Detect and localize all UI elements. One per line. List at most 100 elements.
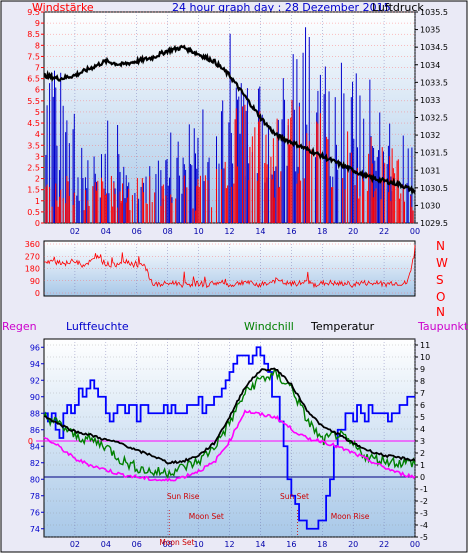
humidity-y-tick-label: 96: [30, 343, 40, 352]
direction-y-tick-label: 360: [25, 240, 40, 249]
temp-x-tick-label: 18: [317, 540, 327, 549]
humidity-y-tick-label: 88: [30, 409, 40, 418]
direction-y-tick-label: 270: [25, 252, 40, 261]
pressure-y-tick-label: 1032.5: [420, 114, 448, 123]
wind-y-tick-label: 0: [35, 219, 40, 228]
temp-y-tick-label: -1: [420, 485, 428, 494]
temp-y-tick-label: -5: [420, 533, 428, 542]
temp-y-tick-label: 0: [420, 473, 425, 482]
wind-x-tick-label: 20: [348, 227, 358, 236]
humidity-y-tick-label: 84: [30, 442, 40, 451]
compass-letter-s: S: [436, 273, 444, 287]
humidity-y-tick-label: 94: [30, 360, 40, 369]
humidity-y-tick-label: 80: [30, 475, 40, 484]
legend-temperature: Temperatur: [310, 320, 375, 333]
temp-y-tick-label: 2: [420, 449, 425, 458]
wind-y-tick-label: 7.5: [27, 52, 40, 61]
compass-letter-o: O: [436, 290, 445, 304]
pressure-y-tick-label: 1029.5: [420, 219, 448, 228]
wind-x-tick-label: 04: [101, 227, 111, 236]
wind-y-tick-label: 5.5: [27, 97, 40, 106]
temp-y-tick-label: 7: [420, 389, 425, 398]
temp-y-tick-label: -3: [420, 509, 428, 518]
humidity-y-tick-label: 82: [30, 459, 40, 468]
temp-y-tick-label: 5: [420, 413, 425, 422]
temp-y-tick-label: 11: [420, 341, 430, 350]
temp-x-tick-label: 08: [163, 540, 173, 549]
wind-y-tick-label: 6: [35, 86, 40, 95]
astronomy-annotation: Sun Rise: [167, 492, 200, 501]
wind-y-tick-label: 5: [35, 108, 40, 117]
temp-y-tick-label: 9: [420, 365, 425, 374]
direction-y-tick-label: 90: [30, 277, 40, 286]
temp-y-tick-label: 10: [420, 353, 430, 362]
wind-y-tick-label: 8: [35, 41, 40, 50]
pressure-y-tick-label: 1030: [420, 201, 440, 210]
wind-x-tick-label: 06: [132, 227, 142, 236]
wind-y-tick-label: 7: [35, 64, 40, 73]
windchill-line: [43, 369, 416, 479]
temp-y-tick-label: -2: [420, 497, 428, 506]
wind-x-tick-label: 22: [379, 227, 389, 236]
wind-x-tick-label: 18: [317, 227, 327, 236]
wind-y-tick-label: 1.5: [27, 186, 40, 195]
humidity-line: [44, 346, 415, 530]
wind-x-tick-label: 10: [193, 227, 203, 236]
pressure-y-tick-label: 1032: [420, 131, 440, 140]
wind-x-tick-label: 08: [163, 227, 173, 236]
direction-y-tick-label: 180: [25, 265, 40, 274]
legend-dewpoint: Taupunkt: [417, 320, 469, 333]
temp-x-tick-label: 12: [224, 540, 234, 549]
wind-y-tick-label: 2: [35, 175, 40, 184]
wind-x-tick-label: 14: [255, 227, 265, 236]
temp-x-tick-label: 22: [379, 540, 389, 549]
temp-x-tick-label: 14: [255, 540, 265, 549]
wind-y-tick-label: 8.5: [27, 30, 40, 39]
wind-y-tick-label: 9.5: [27, 8, 40, 17]
pressure-y-tick-label: 1035.5: [420, 8, 448, 17]
temp-x-tick-label: 10: [193, 540, 203, 549]
wind-direction-panel: 0 90 180 270 360: [25, 240, 416, 298]
humidity-y-tick-label: 86: [30, 426, 40, 435]
legend-windchill: Windchill: [244, 320, 294, 333]
wind-x-tick-label: 12: [224, 227, 234, 236]
direction-y-tick-label: 0: [35, 289, 40, 298]
wind-pressure-panel: 0 0.5 1 1.5 2 2.5 3 3.5 4 4.5 5 5.5 6 6.5 7 7.5 8 8.5 9 9.5…: [27, 8, 448, 236]
chart-title: 24 hour graph day : 28 Dezember 2015: [172, 1, 391, 14]
wind-y-tick-label: 3: [35, 152, 40, 161]
astronomy-annotation: Moon Set: [189, 512, 224, 521]
reference-zero-label: 0: [28, 437, 33, 446]
pressure-line: [43, 44, 416, 196]
wind-y-tick-label: 6.5: [27, 75, 40, 84]
pressure-y-tick-label: 1030.5: [420, 184, 448, 193]
temp-x-tick-label: 00: [410, 540, 420, 549]
pressure-y-tick-label: 1034: [420, 61, 440, 70]
wind-x-tick-label: 16: [286, 227, 296, 236]
temp-y-tick-label: 1: [420, 461, 425, 470]
wind-x-tick-label: 02: [70, 227, 80, 236]
wind-direction-line: [43, 245, 416, 289]
humidity-y-tick-label: 90: [30, 393, 40, 402]
pressure-axis-label: Luftdruck: [372, 1, 424, 14]
pressure-y-tick-label: 1031: [420, 166, 440, 175]
pressure-y-tick-label: 1031.5: [420, 149, 448, 158]
temp-x-tick-label: 16: [286, 540, 296, 549]
wind-y-tick-label: 3.5: [27, 141, 40, 150]
wind-y-tick-label: 4: [35, 130, 40, 139]
astronomy-annotation: Moon Rise: [331, 512, 370, 521]
wind-y-tick-label: 1: [35, 197, 40, 206]
temperature-line: [43, 367, 416, 465]
compass-letter-n-top: N: [436, 239, 445, 253]
temp-y-tick-label: -4: [420, 521, 428, 530]
humidity-y-tick-label: 78: [30, 492, 40, 501]
temp-x-tick-label: 04: [101, 540, 111, 549]
astronomy-annotation: Sun Set: [280, 492, 309, 501]
pressure-y-tick-label: 1033: [420, 96, 440, 105]
wind-axis-label: Windstärke: [32, 1, 94, 14]
wind-y-tick-label: 0.5: [27, 208, 40, 217]
humidity-y-tick-label: 74: [30, 525, 40, 534]
pressure-y-tick-label: 1033.5: [420, 78, 448, 87]
temperature-humidity-panel: 747678808284868890929496-5-4-3-2-1012345…: [28, 339, 430, 549]
